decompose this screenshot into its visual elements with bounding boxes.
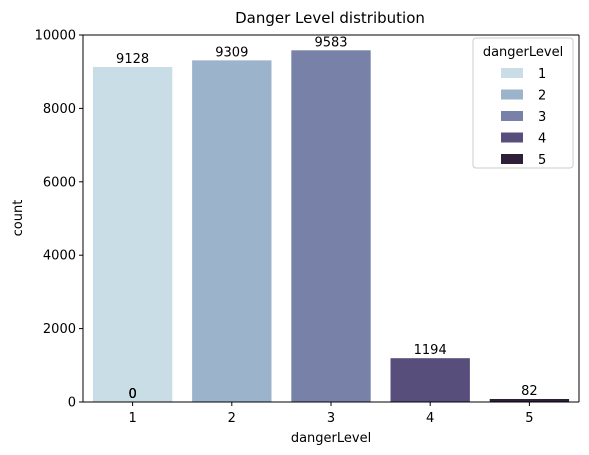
y-axis-label: count <box>11 200 26 237</box>
zero-value-label: 0 <box>128 387 136 402</box>
chart-title: Danger Level distribution <box>235 9 425 27</box>
y-tick-label: 6000 <box>43 175 76 190</box>
legend: dangerLevel 1 2 3 4 5 <box>472 37 574 169</box>
bar-5 <box>489 398 570 402</box>
legend-swatch-3 <box>501 111 523 121</box>
legend-label: 5 <box>538 153 546 168</box>
legend-label: 4 <box>538 132 546 147</box>
bar-1 <box>92 67 173 402</box>
legend-frame <box>472 37 574 169</box>
bar-4 <box>390 358 470 402</box>
bar-value-label: 9309 <box>215 45 248 60</box>
plot-area: 9128 930995831194820000020004000600080001… <box>35 29 580 426</box>
y-tick-label: 8000 <box>43 102 76 117</box>
x-axis-label: dangerLevel <box>291 431 371 446</box>
legend-swatch-1 <box>501 68 523 78</box>
legend-label: 1 <box>538 67 546 82</box>
zero-value-label: 0 <box>128 387 136 402</box>
y-tick-label: 10000 <box>35 29 76 44</box>
x-tick-label: 5 <box>525 411 533 426</box>
y-tick-label: 0 <box>68 396 76 411</box>
legend-swatch-2 <box>501 89 523 100</box>
zero-value-label: 0 <box>128 387 136 402</box>
y-tick-label: 2000 <box>43 322 76 337</box>
y-tick-label: 4000 <box>43 249 76 264</box>
bar-value-label: 9128 <box>116 52 149 67</box>
x-tick-label: 3 <box>327 411 335 426</box>
zero-value-label: 0 <box>128 387 136 402</box>
bar-3 <box>291 50 371 403</box>
legend-swatch-4 <box>501 132 523 143</box>
bar-value-label: 9583 <box>314 35 347 50</box>
x-tick-label: 4 <box>426 411 434 426</box>
x-tick-label: 1 <box>128 411 136 426</box>
legend-swatch-5 <box>501 154 523 164</box>
bar-value-label: 1194 <box>414 343 447 358</box>
bar-value-label: 82 <box>521 384 538 399</box>
legend-label: 2 <box>538 89 546 104</box>
legend-title: dangerLevel <box>483 45 563 60</box>
bar-2 <box>192 60 272 402</box>
x-tick-label: 2 <box>228 411 236 426</box>
legend-label: 3 <box>538 110 546 125</box>
